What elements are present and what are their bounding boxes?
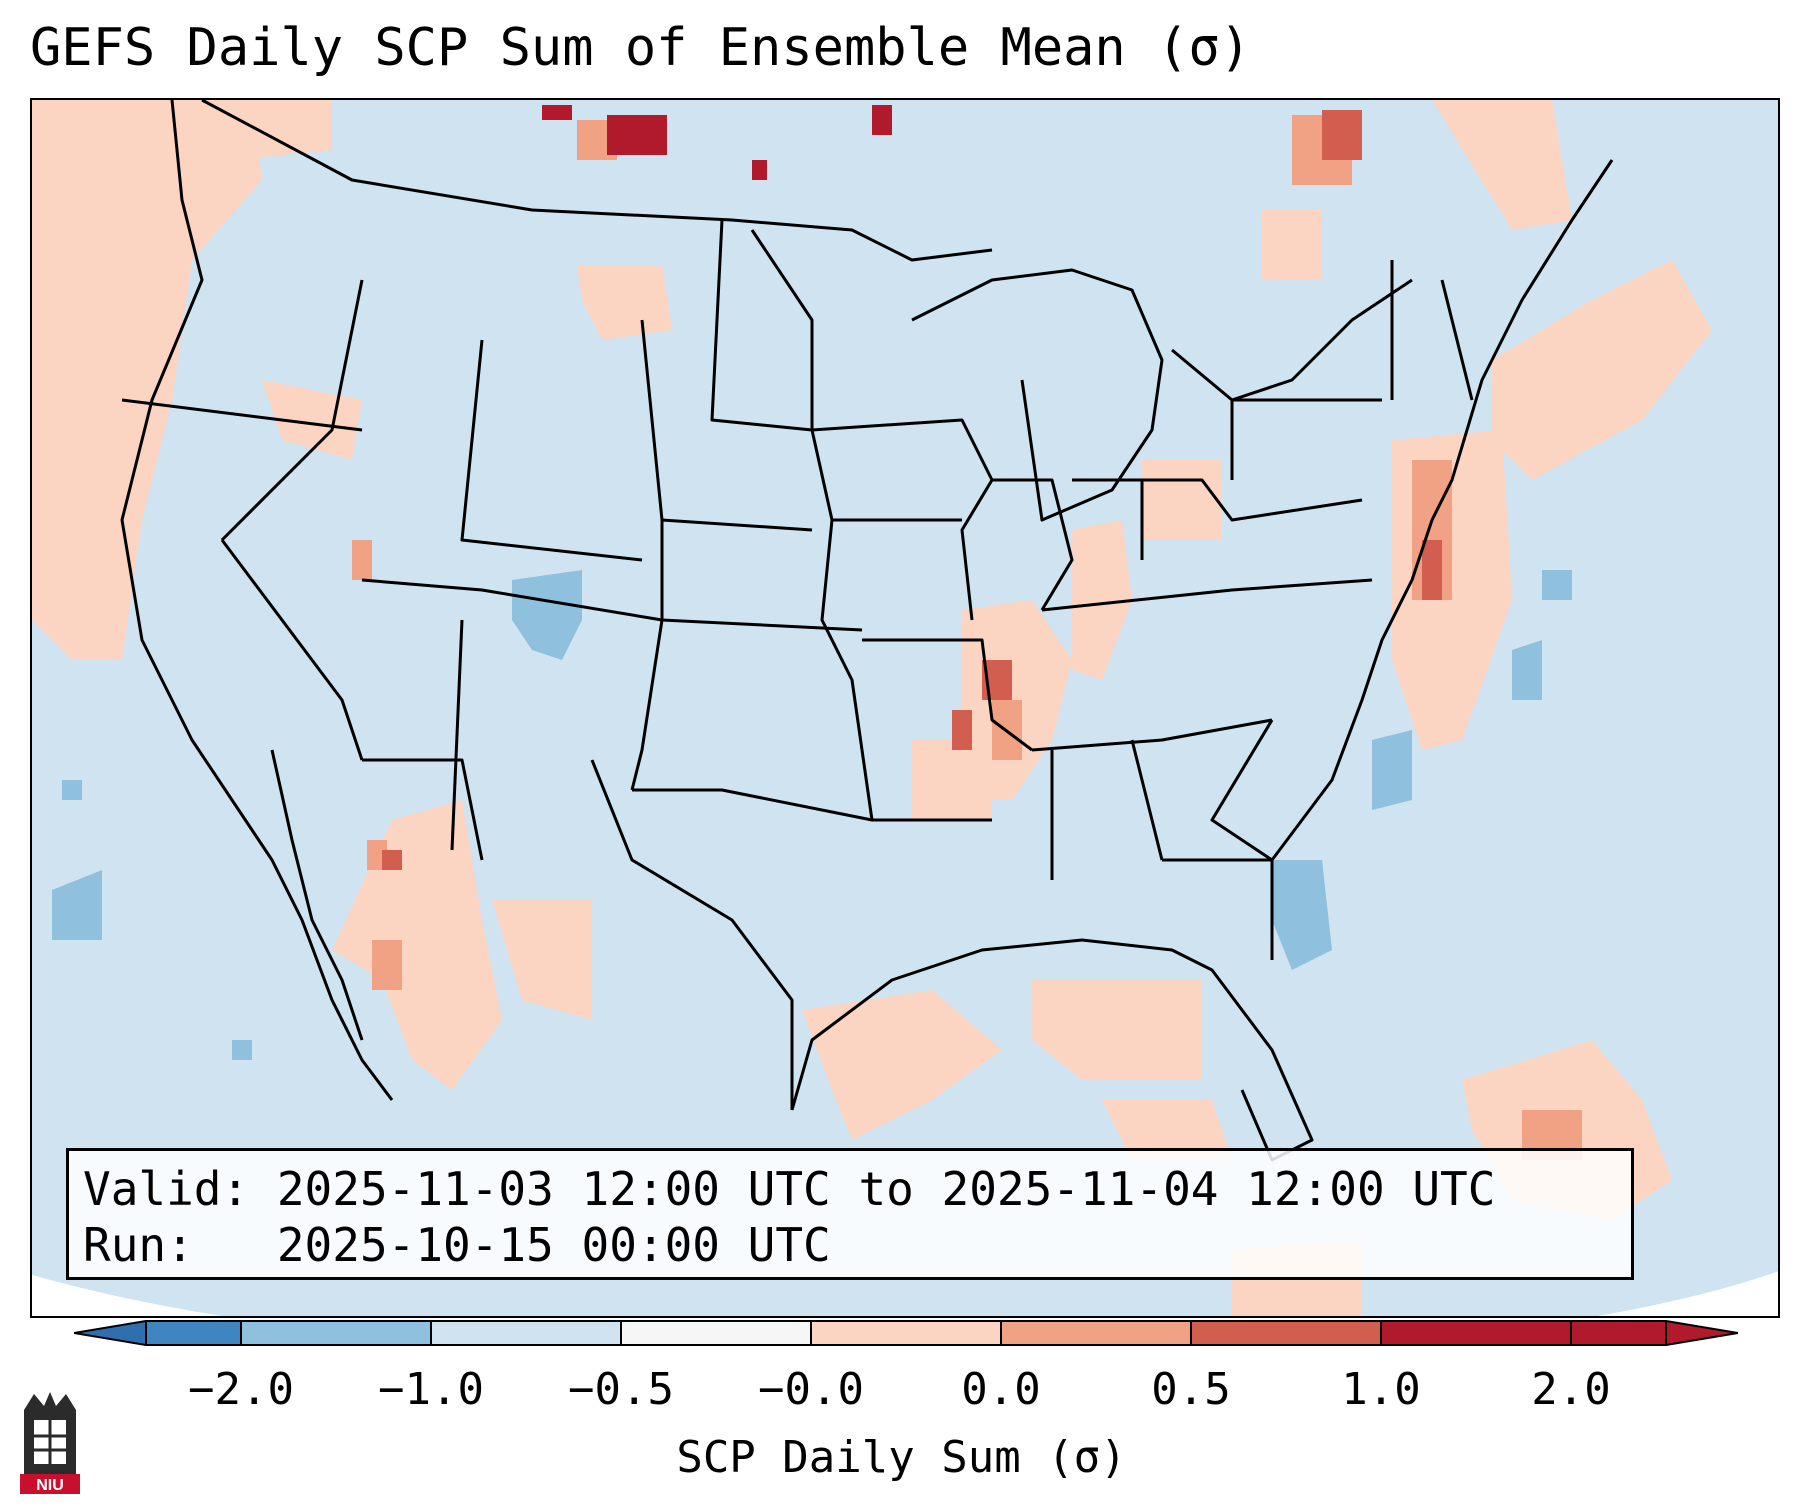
- anomaly-positive-light: [32, 100, 1712, 1316]
- colorbar-extend-high: [1665, 1320, 1738, 1346]
- colorbar-segment: [241, 1321, 431, 1345]
- colorbar-segment: [1191, 1321, 1381, 1345]
- niu-logo-text: NIU: [36, 1477, 64, 1494]
- anomaly-positive-strong: [382, 110, 1442, 870]
- map-panel: [30, 98, 1780, 1318]
- anomaly-positive-max: [542, 105, 892, 180]
- validity-info-box: Valid: 2025-11-03 12:00 UTC to 2025-11-0…: [66, 1148, 1634, 1280]
- colorbar-segment: [431, 1321, 621, 1345]
- map-canvas: [32, 100, 1778, 1316]
- colorbar-tick-label: −1.0: [378, 1364, 484, 1415]
- colorbar-tick-label: 1.0: [1341, 1364, 1421, 1415]
- colorbar-segments: [145, 1320, 1667, 1346]
- colorbar-segment: [1571, 1321, 1666, 1345]
- colorbar-tick-label: −0.0: [758, 1364, 864, 1415]
- colorbar-label: SCP Daily Sum (σ): [676, 1432, 1127, 1483]
- valid-time-line: Valid: 2025-11-03 12:00 UTC to 2025-11-0…: [83, 1162, 1496, 1216]
- colorbar-segment: [621, 1321, 811, 1345]
- colorbar-tick-label: −0.5: [568, 1364, 674, 1415]
- boundaries: [120, 100, 1614, 1162]
- anomaly-negative: [52, 570, 1572, 1060]
- colorbar-tick-label: 0.5: [1151, 1364, 1231, 1415]
- colorbar-segment: [811, 1321, 1001, 1345]
- colorbar-tick-label: 2.0: [1531, 1364, 1611, 1415]
- colorbar: [74, 1320, 1738, 1346]
- run-time-line: Run: 2025-10-15 00:00 UTC: [83, 1218, 831, 1272]
- colorbar-tick-label: −2.0: [188, 1364, 294, 1415]
- colorbar-extend-low: [74, 1320, 147, 1346]
- map-title: GEFS Daily SCP Sum of Ensemble Mean (σ): [30, 18, 1251, 78]
- colorbar-segment: [146, 1321, 241, 1345]
- niu-logo: NIU: [20, 1392, 80, 1494]
- colorbar-segment: [1381, 1321, 1571, 1345]
- colorbar-tick-label: 0.0: [961, 1364, 1041, 1415]
- colorbar-segment: [1001, 1321, 1191, 1345]
